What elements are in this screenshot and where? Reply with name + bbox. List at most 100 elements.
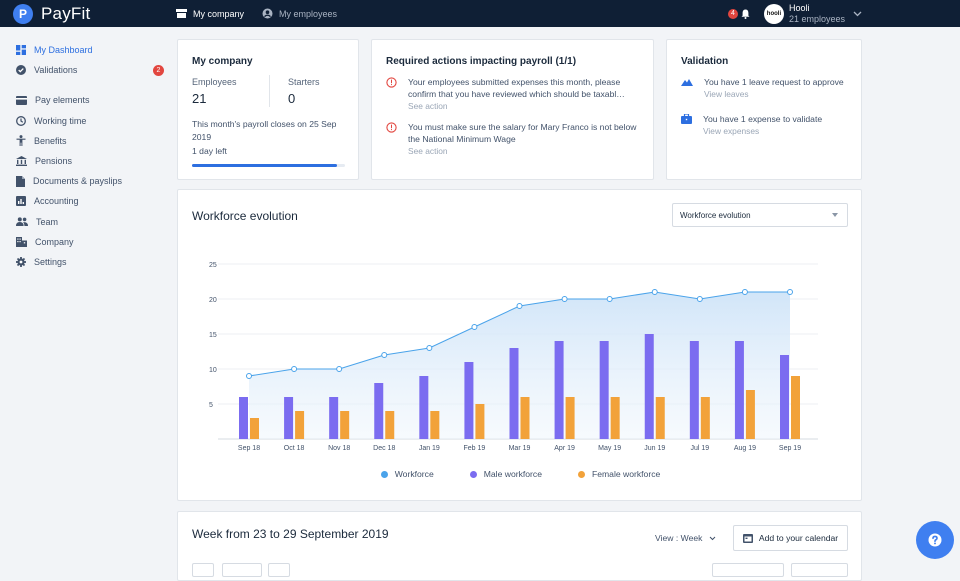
bar-male bbox=[419, 376, 429, 439]
bank-icon bbox=[16, 156, 27, 167]
bar-male bbox=[329, 397, 339, 439]
chevron-down-icon[interactable] bbox=[853, 11, 862, 17]
validation-item: You have 1 expense to validate View expe… bbox=[681, 113, 851, 136]
header-right: 4 hooli Hooli 21 employees bbox=[727, 0, 960, 27]
bar-male bbox=[284, 397, 294, 439]
employees-value: 21 bbox=[192, 91, 207, 106]
sidebar-item-settings[interactable]: Settings bbox=[0, 252, 170, 272]
company-switcher[interactable]: Hooli 21 employees bbox=[789, 3, 845, 25]
required-action-item: Your employees submitted expenses this m… bbox=[386, 76, 644, 111]
legend-dot bbox=[380, 470, 388, 478]
x-tick-label: Jun 19 bbox=[644, 445, 665, 452]
legend-item-female[interactable]: Female workforce bbox=[577, 469, 660, 479]
sidebar-item-pay-elements[interactable]: Pay elements bbox=[0, 90, 170, 110]
workforce-point bbox=[651, 289, 658, 295]
help-button[interactable] bbox=[916, 521, 954, 559]
x-tick-label: Sep 19 bbox=[779, 445, 801, 452]
bar-male bbox=[374, 383, 384, 439]
week-filter-button[interactable] bbox=[712, 563, 784, 577]
building-icon bbox=[16, 236, 27, 247]
see-action-link[interactable]: See action bbox=[408, 146, 448, 156]
days-left-text: 1 day left bbox=[192, 146, 227, 156]
sidebar-item-company[interactable]: Company bbox=[0, 232, 170, 252]
tab-my-company-label: My company bbox=[193, 8, 245, 19]
sidebar-item-accounting[interactable]: Accounting bbox=[0, 191, 170, 211]
legend-item-male[interactable]: Male workforce bbox=[469, 469, 542, 479]
bar-female bbox=[565, 397, 575, 439]
alert-circle-icon bbox=[386, 77, 397, 88]
starters-value: 0 bbox=[288, 91, 296, 106]
legend-label: Workforce bbox=[394, 469, 434, 479]
notifications-button[interactable]: 4 bbox=[727, 8, 750, 19]
sidebar-item-label: Settings bbox=[34, 256, 67, 267]
logo[interactable]: P PayFit bbox=[13, 3, 176, 24]
add-to-calendar-button[interactable]: Add to your calendar bbox=[733, 525, 848, 551]
y-tick-label: 5 bbox=[209, 402, 213, 409]
payfit-logo-icon: P bbox=[13, 3, 33, 24]
sidebar-item-label: Team bbox=[36, 216, 59, 227]
team-icon bbox=[16, 217, 28, 227]
bar-male bbox=[239, 397, 248, 439]
x-tick-label: Aug 19 bbox=[734, 445, 756, 452]
user-circle-icon bbox=[262, 8, 273, 19]
x-tick-label: Feb 19 bbox=[464, 445, 486, 452]
bell-icon bbox=[741, 9, 750, 19]
company-icon bbox=[176, 9, 187, 18]
legend-dot bbox=[577, 470, 585, 478]
week-options-button[interactable] bbox=[791, 563, 848, 577]
company-avatar[interactable]: hooli bbox=[763, 3, 784, 24]
bar-female bbox=[385, 411, 395, 439]
workforce-point bbox=[787, 289, 793, 295]
legend-label: Male workforce bbox=[483, 469, 542, 479]
prev-week-button[interactable] bbox=[192, 563, 214, 577]
sidebar-item-validations[interactable]: Validations 2 bbox=[0, 60, 170, 80]
sidebar-item-dashboard[interactable]: My Dashboard bbox=[0, 40, 170, 60]
x-tick-label: Apr 19 bbox=[554, 445, 575, 452]
validation-text: You have 1 expense to validate bbox=[703, 114, 823, 124]
bar-male bbox=[689, 341, 699, 439]
bar-female bbox=[430, 411, 440, 439]
workforce-point bbox=[741, 289, 748, 295]
workforce-point bbox=[336, 366, 343, 372]
stat-divider bbox=[269, 75, 270, 107]
bar-male bbox=[780, 355, 789, 439]
view-select-value: View : Week bbox=[655, 533, 703, 543]
bar-female bbox=[791, 376, 800, 439]
bar-male bbox=[734, 341, 744, 439]
required-actions-title: Required actions impacting payroll (1/1) bbox=[386, 56, 577, 67]
view-leaves-link[interactable]: View leaves bbox=[704, 89, 749, 99]
company-employee-count: 21 employees bbox=[788, 13, 845, 24]
y-tick-label: 10 bbox=[209, 367, 217, 374]
sidebar-item-working-time[interactable]: Working time bbox=[0, 111, 170, 131]
validation-card: Validation You have 1 leave request to a… bbox=[666, 39, 862, 180]
see-action-link[interactable]: See action bbox=[408, 101, 448, 111]
sidebar-item-benefits[interactable]: Benefits bbox=[0, 131, 170, 151]
workforce-point bbox=[381, 352, 388, 358]
bar-female bbox=[700, 397, 710, 439]
document-icon bbox=[16, 175, 25, 187]
required-actions-card: Required actions impacting payroll (1/1)… bbox=[371, 39, 654, 180]
workforce-point bbox=[291, 366, 298, 372]
tab-my-employees[interactable]: My employees bbox=[262, 8, 337, 19]
workforce-point bbox=[426, 345, 433, 351]
bar-male bbox=[599, 341, 609, 439]
tab-my-company[interactable]: My company bbox=[176, 9, 244, 19]
next-week-button[interactable] bbox=[268, 563, 290, 577]
company-name: Hooli bbox=[788, 2, 810, 13]
legend-item-workforce[interactable]: Workforce bbox=[380, 469, 434, 479]
sidebar-item-documents[interactable]: Documents & payslips bbox=[0, 171, 170, 191]
chart-type-select[interactable]: Workforce evolution bbox=[672, 203, 848, 227]
required-action-text: Your employees submitted expenses this m… bbox=[408, 77, 625, 99]
required-action-item: You must make sure the salary for Mary F… bbox=[386, 121, 644, 156]
view-expenses-link[interactable]: View expenses bbox=[703, 126, 760, 136]
view-select[interactable]: View : Week bbox=[655, 533, 716, 543]
sidebar-item-team[interactable]: Team bbox=[0, 212, 170, 232]
add-to-calendar-label: Add to your calendar bbox=[758, 533, 839, 543]
today-button[interactable] bbox=[222, 563, 262, 577]
bar-female bbox=[250, 418, 259, 439]
mountain-icon bbox=[681, 79, 693, 86]
sidebar-item-pensions[interactable]: Pensions bbox=[0, 151, 170, 171]
sidebar-item-label: Company bbox=[35, 236, 74, 247]
payroll-close-text: This month's payroll closes on 25 Sep 20… bbox=[192, 119, 337, 142]
sidebar: My Dashboard Validations 2 Pay elements … bbox=[0, 40, 170, 272]
